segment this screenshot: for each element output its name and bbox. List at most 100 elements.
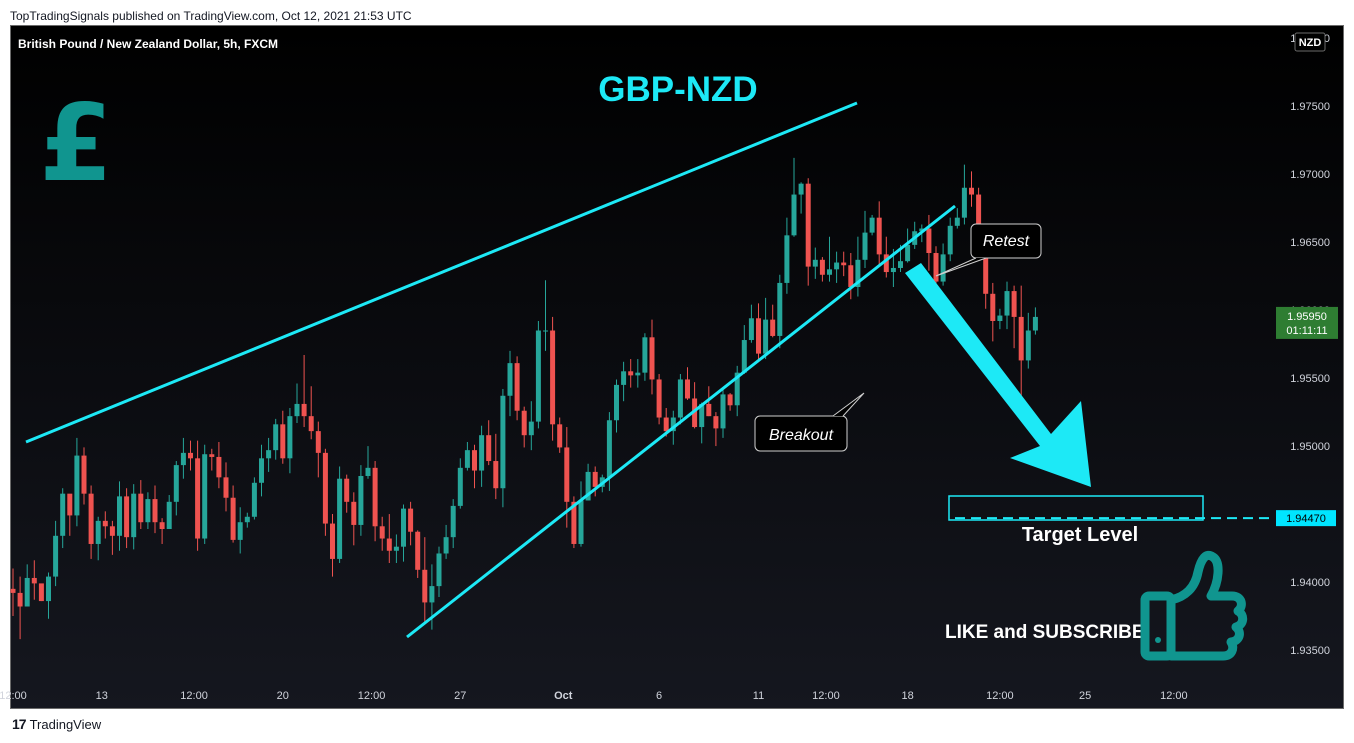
candle <box>266 450 272 459</box>
candle <box>1004 291 1010 316</box>
candle <box>53 535 59 577</box>
target-price-value: 1.94470 <box>1286 513 1326 525</box>
x-tick-label: 20 <box>277 690 289 702</box>
last-price-value: 1.95950 <box>1287 311 1327 323</box>
candle <box>280 424 286 459</box>
candle <box>401 508 406 547</box>
x-tick-label: 27 <box>454 690 466 702</box>
candle <box>81 455 87 494</box>
last-price-badge: 1.95950 01:11:11 <box>1276 306 1338 339</box>
candles-layer <box>10 157 1038 640</box>
candle <box>223 477 229 498</box>
candle <box>95 520 101 544</box>
svg-text:£: £ <box>39 82 113 205</box>
candle <box>308 416 314 432</box>
down-arrow-icon <box>905 263 1091 487</box>
breakout-label: Breakout <box>769 427 834 444</box>
candle <box>961 187 967 218</box>
candle <box>188 452 193 459</box>
candle <box>322 452 328 524</box>
candle <box>1011 291 1017 317</box>
candle <box>464 450 470 468</box>
price-axis[interactable]: 1.980001.975001.970001.965001.960001.955… <box>1290 33 1330 657</box>
candle <box>145 499 151 523</box>
x-tick-label: 12:00 <box>986 690 1014 702</box>
candle <box>422 569 428 603</box>
candle <box>1025 330 1031 361</box>
candle <box>67 493 73 516</box>
target-zone: Target Level <box>948 495 1275 546</box>
candle <box>763 319 769 354</box>
candle <box>713 416 719 429</box>
candle <box>827 269 832 275</box>
candle <box>1032 316 1038 331</box>
candle <box>905 244 911 262</box>
candle <box>777 282 783 336</box>
candle <box>564 447 570 502</box>
x-tick-label: 13 <box>96 690 108 702</box>
candle <box>898 261 903 268</box>
candle <box>216 456 222 478</box>
candle <box>109 526 115 536</box>
candle <box>528 421 534 436</box>
candle <box>152 499 158 523</box>
candle <box>259 458 264 483</box>
y-tick-label: 1.96500 <box>1290 237 1330 249</box>
candle <box>663 417 669 432</box>
candle <box>578 500 584 544</box>
tradingview-brand-label: TradingView <box>29 716 102 732</box>
candle <box>209 454 215 457</box>
candle <box>294 403 300 417</box>
candle <box>74 455 80 516</box>
candle <box>592 471 598 487</box>
candle <box>31 577 37 584</box>
candle <box>117 496 122 536</box>
x-tick-label: 12:00 <box>0 690 27 702</box>
time-axis[interactable]: 12:00 13 12:00 20 12:00 27 Oct 6 11 12:00 18 12:00 2… <box>0 690 1188 702</box>
y-tick-label: 1.95000 <box>1290 441 1330 453</box>
candle <box>791 194 797 236</box>
candle <box>819 259 825 275</box>
candle <box>230 497 236 540</box>
x-tick-label: 12:00 <box>1160 690 1188 702</box>
candle <box>408 508 414 532</box>
candle <box>557 424 563 448</box>
candle <box>124 496 130 538</box>
candle <box>507 363 513 396</box>
published-line: TopTradingSignals published on TradingVi… <box>10 9 412 23</box>
candle <box>372 467 378 527</box>
candle <box>812 259 818 267</box>
y-tick-label: 1.93500 <box>1290 645 1330 657</box>
candle <box>88 493 94 544</box>
candle <box>933 253 939 282</box>
candle <box>337 478 343 559</box>
candle <box>415 531 421 570</box>
candle <box>429 586 435 603</box>
y-tick-label: 1.97000 <box>1290 169 1330 181</box>
candle <box>649 337 655 380</box>
candle <box>166 501 172 530</box>
target-label: Target Level <box>1022 524 1138 546</box>
tradingview-logo[interactable]: 17 TradingView <box>12 716 101 732</box>
retest-label: Retest <box>983 233 1030 250</box>
candle <box>301 403 307 417</box>
candle <box>670 417 676 432</box>
candle <box>330 523 335 559</box>
y-tick-label: 1.94000 <box>1290 577 1330 589</box>
candle <box>180 452 186 466</box>
candle <box>990 293 996 321</box>
candle <box>741 340 747 373</box>
candle <box>798 183 804 195</box>
candle <box>102 520 108 527</box>
candle <box>848 265 854 288</box>
candle <box>543 330 548 332</box>
candle <box>379 526 385 539</box>
candle <box>571 501 577 544</box>
candle <box>585 471 591 501</box>
candle <box>393 546 399 551</box>
like-subscribe-text: LIKE and SUBSCRIBE <box>945 622 1145 643</box>
chart-pane[interactable] <box>10 25 1344 709</box>
candle <box>486 435 492 462</box>
candle <box>834 262 840 270</box>
